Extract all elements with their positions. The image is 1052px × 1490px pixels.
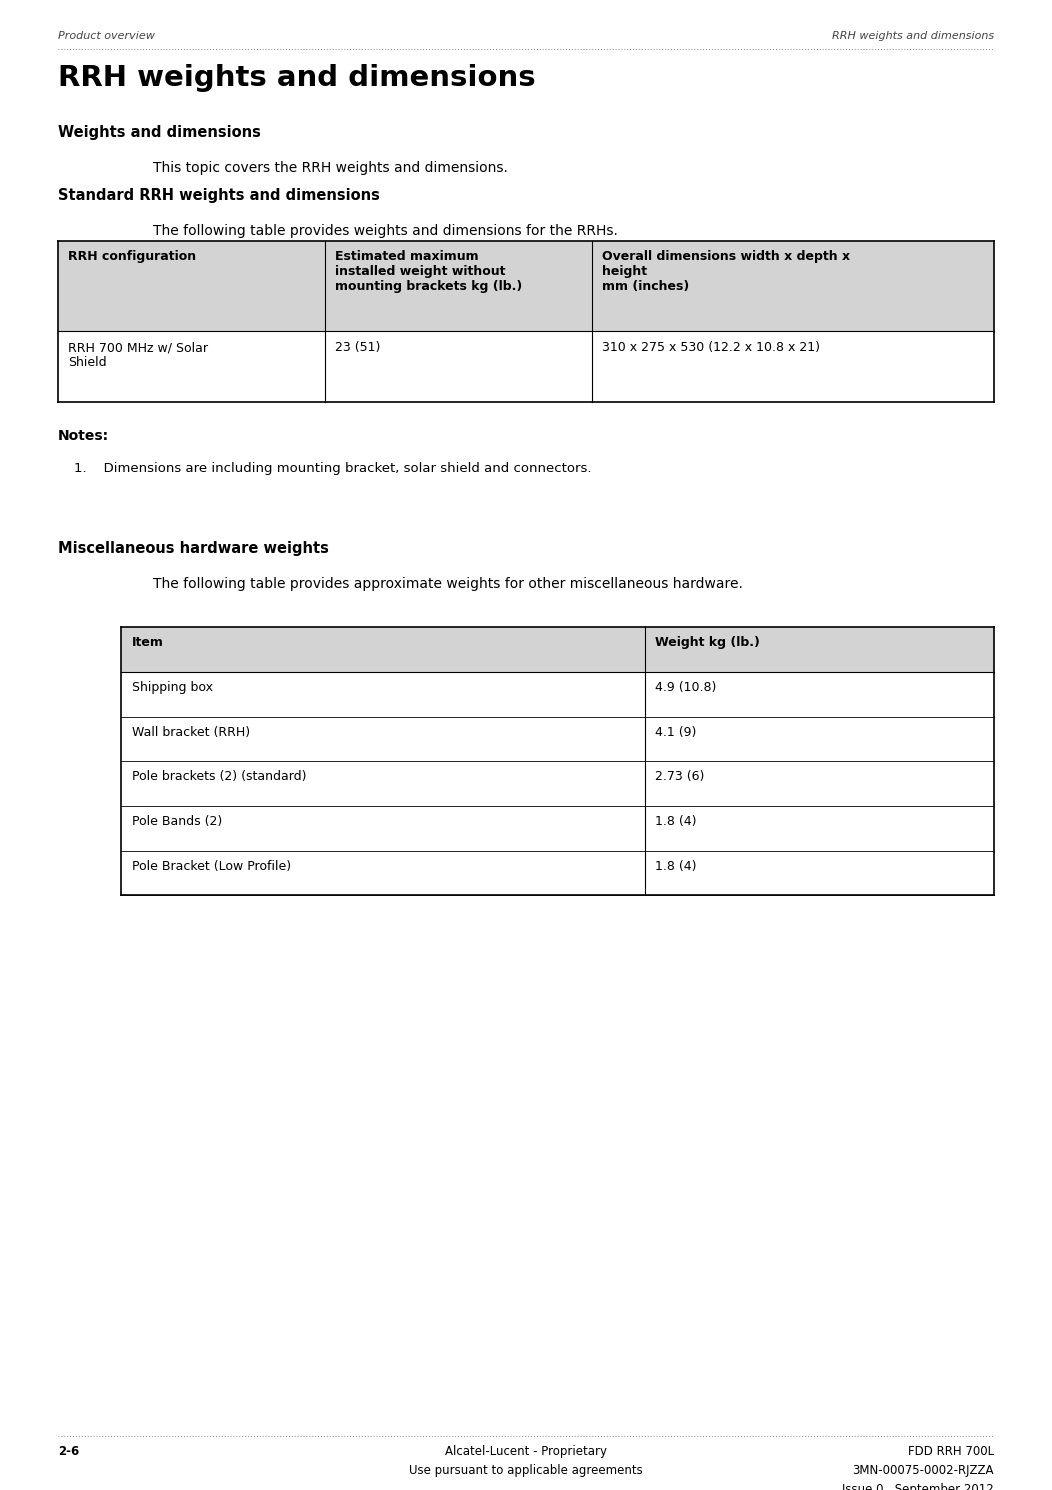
Bar — [121, 672, 994, 717]
Text: Pole Bands (2): Pole Bands (2) — [132, 815, 222, 828]
Text: 23 (51): 23 (51) — [336, 341, 381, 355]
Text: The following table provides approximate weights for other miscellaneous hardwar: The following table provides approximate… — [153, 577, 743, 590]
Text: RRH weights and dimensions: RRH weights and dimensions — [58, 64, 535, 92]
Text: 1.8 (4): 1.8 (4) — [655, 815, 696, 828]
Text: FDD RRH 700L
3MN-00075-0002-RJZZA
Issue 0   September 2012: FDD RRH 700L 3MN-00075-0002-RJZZA Issue … — [843, 1445, 994, 1490]
Text: 4.9 (10.8): 4.9 (10.8) — [655, 681, 716, 694]
Text: 310 x 275 x 530 (12.2 x 10.8 x 21): 310 x 275 x 530 (12.2 x 10.8 x 21) — [602, 341, 821, 355]
Text: This topic covers the RRH weights and dimensions.: This topic covers the RRH weights and di… — [153, 161, 507, 174]
Text: 2.73 (6): 2.73 (6) — [655, 770, 705, 784]
Text: Miscellaneous hardware weights: Miscellaneous hardware weights — [58, 541, 328, 556]
Text: The following table provides weights and dimensions for the RRHs.: The following table provides weights and… — [153, 224, 618, 237]
Text: 2-6: 2-6 — [58, 1445, 79, 1459]
Text: Standard RRH weights and dimensions: Standard RRH weights and dimensions — [58, 188, 380, 203]
Text: Weights and dimensions: Weights and dimensions — [58, 125, 261, 140]
Text: RRH 700 MHz w/ Solar
Shield: RRH 700 MHz w/ Solar Shield — [68, 341, 208, 370]
Text: RRH configuration: RRH configuration — [68, 250, 197, 264]
Text: Alcatel-Lucent - Proprietary
Use pursuant to applicable agreements: Alcatel-Lucent - Proprietary Use pursuan… — [409, 1445, 643, 1477]
Text: Wall bracket (RRH): Wall bracket (RRH) — [132, 726, 249, 739]
Text: Pole Bracket (Low Profile): Pole Bracket (Low Profile) — [132, 860, 290, 873]
Text: Weight kg (lb.): Weight kg (lb.) — [655, 636, 761, 650]
Text: Overall dimensions width x depth x
height
mm (inches): Overall dimensions width x depth x heigh… — [602, 250, 850, 294]
Bar — [121, 851, 994, 895]
Bar — [58, 331, 994, 402]
Text: Pole brackets (2) (standard): Pole brackets (2) (standard) — [132, 770, 306, 784]
Text: 4.1 (9): 4.1 (9) — [655, 726, 696, 739]
Text: 1.8 (4): 1.8 (4) — [655, 860, 696, 873]
Bar — [121, 627, 994, 672]
Bar — [121, 806, 994, 851]
Text: Shipping box: Shipping box — [132, 681, 213, 694]
Bar — [121, 761, 994, 806]
Bar — [58, 241, 994, 331]
Text: Estimated maximum
installed weight without
mounting brackets kg (lb.): Estimated maximum installed weight witho… — [336, 250, 523, 294]
Text: RRH weights and dimensions: RRH weights and dimensions — [832, 31, 994, 42]
Text: Notes:: Notes: — [58, 429, 109, 443]
Bar — [121, 717, 994, 761]
Text: Item: Item — [132, 636, 163, 650]
Text: 1.    Dimensions are including mounting bracket, solar shield and connectors.: 1. Dimensions are including mounting bra… — [74, 462, 591, 475]
Text: Product overview: Product overview — [58, 31, 155, 42]
